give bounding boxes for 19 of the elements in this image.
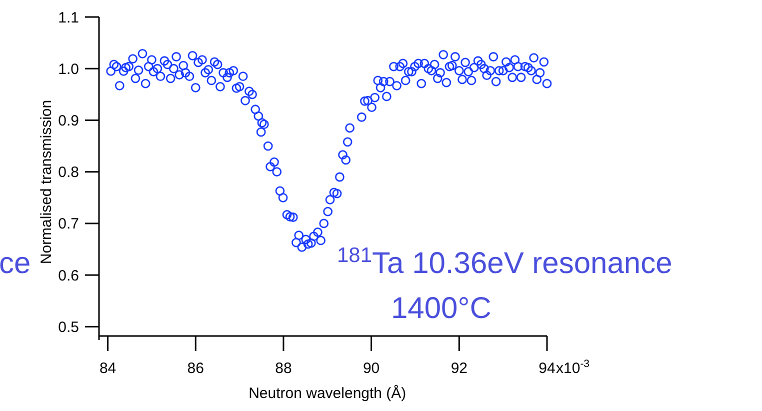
annotation: $^{181}$Ta 10.36eV resonance bbox=[337, 244, 672, 280]
y-tick-label: 0.6 bbox=[58, 267, 79, 284]
x-tick-label: 88 bbox=[275, 360, 292, 377]
y-tick-label: 1.0 bbox=[58, 60, 79, 78]
y-axis-title: Normalised transmission bbox=[38, 100, 55, 264]
x-tick-label: 90 bbox=[362, 360, 380, 377]
text: x10$^{-3}$ bbox=[556, 358, 590, 377]
x-axis-title: Neutron wavelength (Å) bbox=[248, 384, 406, 402]
x-tick-label: 94 bbox=[538, 360, 556, 377]
y-tick-label: 1.1 bbox=[58, 9, 79, 26]
annotation: 1400°C bbox=[391, 292, 492, 325]
text: ce bbox=[0, 247, 31, 280]
y-tick-label: 0.9 bbox=[58, 112, 79, 130]
y-tick-label: 0.5 bbox=[58, 318, 79, 336]
x-tick-label: 92 bbox=[450, 360, 468, 377]
x-tick-label: 86 bbox=[187, 360, 204, 377]
y-tick-label: 0.7 bbox=[58, 216, 79, 233]
y-tick-label: 0.8 bbox=[58, 164, 79, 182]
x-tick-label: 84 bbox=[99, 360, 116, 377]
